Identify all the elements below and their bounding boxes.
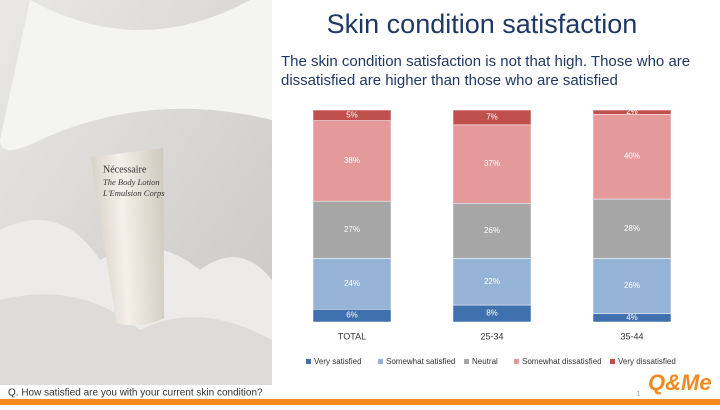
data-label: 8% [486, 309, 498, 318]
legend-label: Very dissatisfied [618, 357, 676, 366]
data-label: 5% [346, 110, 358, 119]
footer-bar [0, 399, 720, 405]
bar-segment [452, 124, 532, 204]
legend-label: Very satisfied [314, 357, 362, 366]
photo-text: Nécessaire [103, 164, 147, 175]
bar-segment [312, 200, 392, 259]
chart: 6% 24% 27% 38% 5% TOTAL 8% 22% 26% 37% 7% 25-34 4% 26… [306, 107, 676, 366]
data-label: 26% [484, 226, 500, 235]
bar-segment [312, 109, 392, 121]
photo: Nécessaire The Body Lotion L'Emulsion Co… [0, 0, 272, 385]
data-label: 7% [486, 113, 498, 122]
data-label: 27% [344, 225, 360, 234]
x-tick-label: 25-34 [480, 331, 503, 341]
legend-label: Somewhat satisfied [386, 357, 455, 366]
legend-swatch [378, 359, 383, 364]
data-label: 22% [484, 277, 500, 286]
photo-text: L'Emulsion Corps [102, 188, 165, 198]
legend-swatch [464, 359, 469, 364]
data-label: 24% [344, 279, 360, 288]
bar-segment [452, 258, 532, 306]
legend-label: Somewhat dissatisfied [522, 357, 602, 366]
x-tick-label: 35-44 [620, 331, 643, 341]
subtitle: dissatisfied are higher than those who a… [281, 72, 618, 89]
legend-label: Neutral [472, 357, 498, 366]
data-label: 37% [484, 159, 500, 168]
photo-text: The Body Lotion [103, 177, 160, 187]
bar-segment [312, 120, 392, 202]
bar-segment [592, 109, 672, 115]
logo: Q&Me [648, 370, 712, 395]
x-tick-label: TOTAL [338, 331, 366, 341]
legend-swatch [306, 359, 311, 364]
page-number: 1 [637, 392, 641, 398]
chart-title: Skin condition satisfaction [327, 9, 638, 39]
legend-swatch [610, 359, 615, 364]
data-label: 6% [346, 311, 358, 320]
subtitle: The skin condition satisfaction is not t… [281, 53, 690, 70]
bar-segment [452, 203, 532, 259]
data-label: 40% [624, 152, 640, 161]
footer-question: Q. How satisfied are you with your curre… [8, 388, 263, 399]
bar-segment [452, 109, 532, 126]
data-label: 38% [344, 156, 360, 165]
data-label: 28% [624, 224, 640, 233]
bar-segment [592, 198, 672, 259]
bar-segment [312, 258, 392, 310]
data-label: 26% [624, 281, 640, 290]
legend-swatch [514, 359, 519, 364]
bar-segment [592, 113, 672, 200]
data-label: 2% [626, 107, 638, 116]
bar-segment [592, 258, 672, 314]
data-label: 4% [626, 313, 638, 322]
